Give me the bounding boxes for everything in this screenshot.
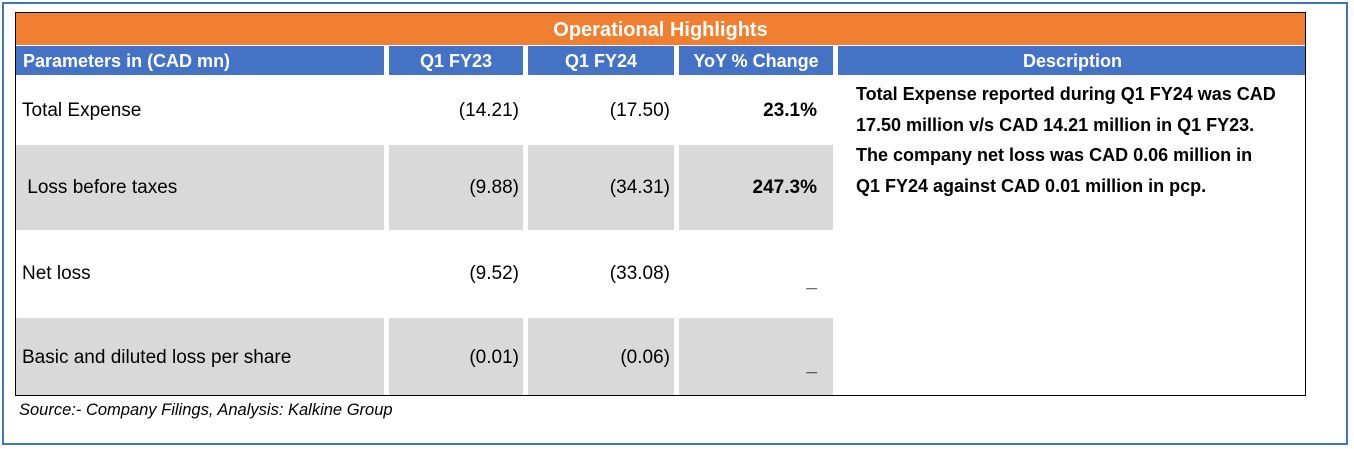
row-loss-per-share-label: Basic and diluted loss per share bbox=[16, 318, 384, 395]
row-net-loss-label: Net loss bbox=[22, 263, 91, 284]
header-q1-fy23: Q1 FY23 bbox=[389, 46, 523, 75]
row-total-expense-q1fy23: (14.21) bbox=[458, 100, 519, 121]
description-line: The company net loss was CAD 0.06 millio… bbox=[856, 145, 1253, 165]
header-yoy-change: YoY % Change bbox=[679, 46, 833, 75]
row-loss-per-share-yoy: _ bbox=[679, 318, 833, 395]
table-title: Operational Highlights bbox=[16, 13, 1305, 45]
source-note: Source:- Company Filings, Analysis: Kalk… bbox=[19, 401, 393, 419]
row-total-expense-yoy: 23.1% bbox=[763, 100, 817, 121]
description-text: Total Expense reported during Q1 FY24 wa… bbox=[856, 79, 1301, 201]
row-net-loss-q1fy24: (33.08) bbox=[609, 263, 670, 284]
row-loss-per-share-q1fy23: (0.01) bbox=[389, 318, 523, 395]
header-description: Description bbox=[838, 46, 1305, 75]
operational-highlights-table: Operational Highlights Parameters in (CA… bbox=[15, 12, 1306, 396]
description-line: Q1 FY24 against CAD 0.01 million in pcp. bbox=[856, 175, 1207, 196]
row-loss-before-taxes-q1fy23: (9.88) bbox=[389, 145, 523, 230]
description-line: 17.50 million v/s CAD 14.21 million in Q… bbox=[856, 114, 1255, 135]
header-parameters: Parameters in (CAD mn) bbox=[16, 46, 384, 75]
row-loss-before-taxes-label: Loss before taxes bbox=[16, 145, 384, 230]
row-loss-before-taxes-q1fy24: (34.31) bbox=[528, 145, 674, 230]
row-net-loss-q1fy23: (9.52) bbox=[469, 263, 519, 284]
header-q1-fy24: Q1 FY24 bbox=[528, 46, 674, 75]
row-total-expense-label: Total Expense bbox=[22, 100, 142, 121]
row-net-loss-yoy: _ bbox=[806, 271, 817, 292]
row-loss-per-share-q1fy24: (0.06) bbox=[528, 318, 674, 395]
row-loss-before-taxes-yoy: 247.3% bbox=[679, 145, 833, 230]
description-line: Total Expense reported during Q1 FY24 wa… bbox=[856, 84, 1276, 104]
row-total-expense-q1fy24: (17.50) bbox=[609, 100, 670, 121]
